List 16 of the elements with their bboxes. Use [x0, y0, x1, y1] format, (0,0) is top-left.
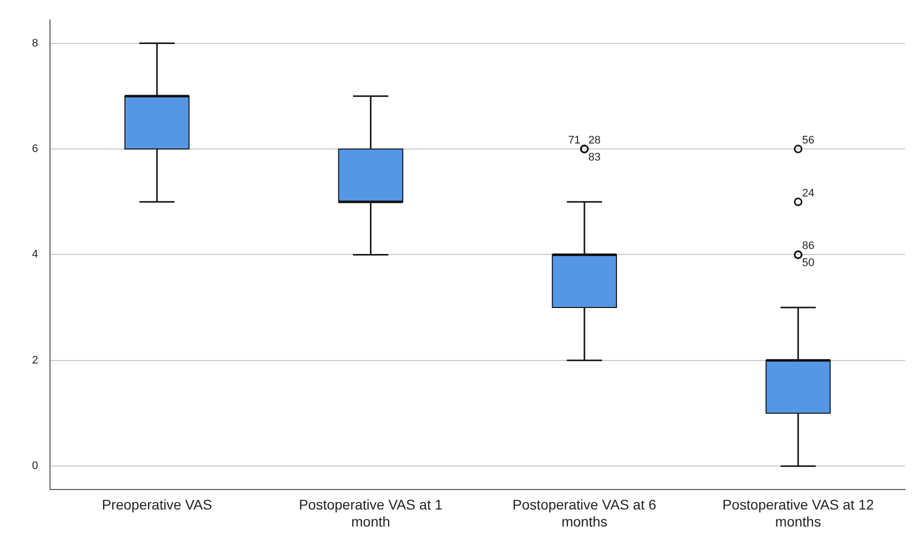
y-tick-label: 0 [32, 460, 38, 472]
annotation: 24 [802, 187, 814, 200]
annotation: 83 [588, 152, 601, 164]
x-tick-label: Postoperative VAS at 12 months [722, 496, 874, 530]
y-tick-label: 4 [32, 248, 38, 261]
annotation: 28 [588, 134, 601, 147]
y-tick-label: 6 [32, 143, 38, 156]
annotation: 50 [802, 257, 814, 270]
annotation: 71 [568, 134, 580, 147]
annotation: 86 [802, 240, 814, 252]
y-tick-label: 8 [32, 37, 38, 50]
y-tick-label: 2 [32, 354, 38, 366]
annotation: 56 [802, 134, 814, 147]
x-tick-label: Preoperative VAS [102, 496, 212, 513]
x-tick-label: Postoperative VAS at 6 months [512, 496, 656, 530]
x-tick-label: Postoperative VAS at 1 month [298, 496, 443, 530]
